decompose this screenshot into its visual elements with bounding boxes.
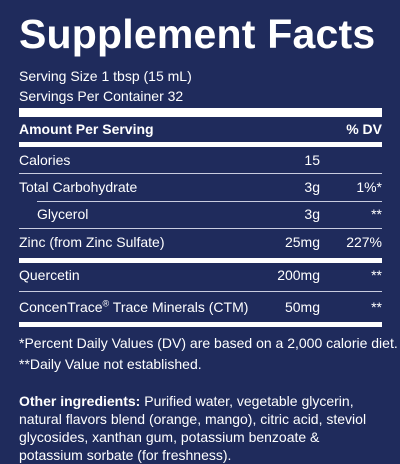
row-name: Quercetin bbox=[19, 267, 80, 283]
row-name: Calories bbox=[19, 152, 71, 168]
servings-per-container: Servings Per Container 32 bbox=[19, 88, 184, 104]
row-name: Total Carbohydrate bbox=[19, 179, 138, 195]
row-name: ConcenTrace® Trace Minerals (CTM) bbox=[19, 298, 248, 316]
row-amount: 15 bbox=[304, 152, 320, 168]
row-amount: 25mg bbox=[284, 234, 320, 250]
row-name-main: ConcenTrace bbox=[19, 299, 103, 315]
row-divider bbox=[19, 228, 382, 229]
row-dv: ** bbox=[371, 299, 382, 315]
footnote-percent-dv: *Percent Daily Values (DV) are based on … bbox=[19, 335, 398, 351]
row-name: Glycerol bbox=[37, 206, 89, 222]
row-dv: ** bbox=[371, 267, 382, 283]
header-percent-dv: % DV bbox=[346, 121, 382, 137]
medium-divider bbox=[19, 322, 382, 327]
row-dv: ** bbox=[371, 206, 382, 222]
ingredients-text: Purified water, vegetable glycerin, natu… bbox=[19, 393, 367, 463]
table-header: Amount Per Serving % DV bbox=[19, 120, 382, 138]
row-amount: 3g bbox=[304, 179, 320, 195]
row-amount: 50mg bbox=[284, 299, 320, 315]
ingredients-label: Other ingredients: bbox=[19, 393, 141, 409]
row-divider bbox=[37, 201, 382, 202]
row-dv: 1%* bbox=[356, 179, 382, 195]
serving-size: Serving Size 1 tbsp (15 mL) bbox=[19, 68, 192, 84]
registered-mark: ® bbox=[102, 298, 110, 309]
thick-divider bbox=[19, 108, 382, 117]
footnote-dv-not-established: **Daily Value not established. bbox=[19, 356, 202, 372]
row-divider bbox=[19, 291, 382, 292]
row-name: Zinc (from Zinc Sulfate) bbox=[19, 234, 165, 250]
row-amount: 200mg bbox=[277, 267, 320, 283]
row-divider bbox=[19, 173, 382, 174]
row-dv: 227% bbox=[346, 234, 382, 250]
row-amount: 3g bbox=[304, 206, 320, 222]
other-ingredients: Other ingredients: Purified water, veget… bbox=[19, 392, 385, 464]
medium-divider bbox=[19, 142, 382, 147]
medium-divider bbox=[19, 258, 382, 263]
panel-title: Supplement Facts bbox=[19, 11, 376, 57]
row-name-rest: Trace Minerals (CTM) bbox=[109, 299, 249, 315]
header-amount-per-serving: Amount Per Serving bbox=[19, 121, 154, 137]
